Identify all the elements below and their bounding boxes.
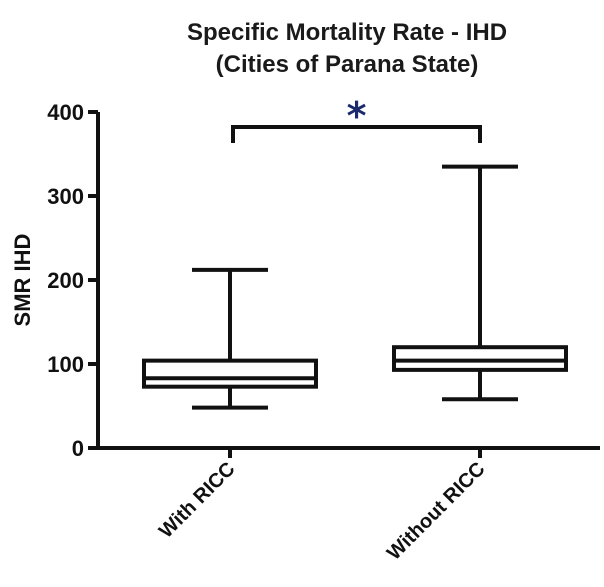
y-tick-label: 100 (47, 352, 84, 377)
y-tick-label: 300 (47, 184, 84, 209)
y-tick-label: 0 (72, 436, 84, 461)
boxes-group (142, 164, 568, 410)
significance-bracket: * (231, 94, 482, 143)
chart-title-line-1: Specific Mortality Rate - IHD (186, 19, 508, 46)
x-tick-label: Without RICC (383, 458, 490, 565)
box-1 (142, 267, 318, 410)
y-tick-label: 200 (47, 268, 84, 293)
iqr-box (392, 345, 568, 372)
x-tick-labels: With RICC Without RICC (155, 448, 490, 565)
box-2 (392, 164, 568, 402)
x-tick-label: With RICC (155, 458, 240, 543)
chart-title-line-2: (Cities of Parana State) (215, 51, 479, 78)
significance-star: * (347, 94, 367, 138)
bracket-line (231, 125, 482, 143)
iqr-box (142, 358, 318, 389)
y-tick-label: 400 (47, 100, 84, 125)
y-ticks: 0 100 200 300 400 (47, 100, 98, 461)
y-axis-label: SMR IHD (10, 234, 35, 327)
